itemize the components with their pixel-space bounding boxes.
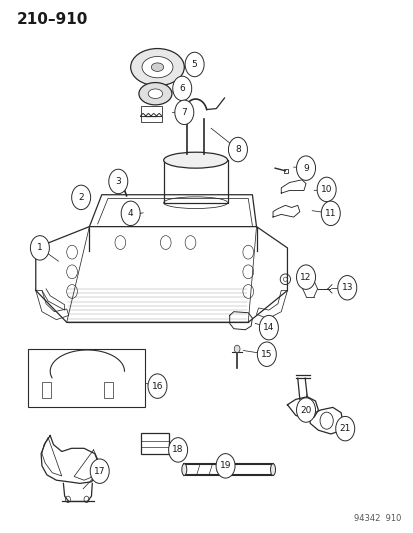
Circle shape [71, 185, 90, 209]
Circle shape [234, 345, 240, 353]
Circle shape [30, 236, 49, 260]
Ellipse shape [139, 83, 171, 105]
Text: 2: 2 [78, 193, 84, 202]
Ellipse shape [76, 197, 85, 203]
Text: 11: 11 [324, 209, 336, 218]
Text: 12: 12 [299, 273, 311, 281]
Circle shape [228, 138, 247, 162]
Circle shape [335, 416, 354, 441]
Circle shape [320, 201, 339, 225]
Circle shape [174, 100, 193, 125]
Text: 14: 14 [263, 323, 274, 332]
Circle shape [296, 156, 315, 180]
Circle shape [296, 265, 315, 289]
Text: 20: 20 [299, 406, 311, 415]
Text: 18: 18 [172, 446, 183, 455]
Circle shape [316, 177, 335, 201]
Circle shape [90, 459, 109, 483]
Text: 16: 16 [152, 382, 163, 391]
Text: 10: 10 [320, 185, 332, 194]
Text: 19: 19 [219, 462, 231, 470]
Ellipse shape [148, 89, 162, 99]
Ellipse shape [76, 191, 85, 196]
Circle shape [185, 52, 204, 77]
Text: 4: 4 [128, 209, 133, 218]
Text: 3: 3 [115, 177, 121, 186]
Text: 5: 5 [191, 60, 197, 69]
Circle shape [172, 76, 191, 101]
Ellipse shape [151, 63, 163, 71]
Circle shape [168, 438, 187, 462]
Circle shape [147, 374, 166, 398]
Circle shape [319, 412, 332, 429]
Circle shape [121, 201, 140, 225]
Ellipse shape [181, 464, 186, 475]
Text: 15: 15 [261, 350, 272, 359]
Text: 9: 9 [302, 164, 308, 173]
Circle shape [296, 398, 315, 422]
Text: 1: 1 [37, 244, 43, 253]
Circle shape [216, 454, 235, 478]
Circle shape [109, 169, 128, 193]
Ellipse shape [131, 49, 184, 86]
Text: 210–910: 210–910 [17, 12, 88, 27]
Ellipse shape [121, 181, 127, 184]
Text: 6: 6 [179, 84, 185, 93]
Text: 7: 7 [181, 108, 187, 117]
Text: 94342  910: 94342 910 [353, 514, 400, 523]
Text: 21: 21 [339, 424, 350, 433]
Circle shape [257, 342, 275, 367]
Circle shape [259, 316, 278, 340]
Text: 8: 8 [235, 145, 240, 154]
Circle shape [337, 276, 356, 300]
Text: 13: 13 [341, 283, 352, 292]
Ellipse shape [142, 56, 173, 78]
Ellipse shape [270, 464, 275, 475]
Text: 17: 17 [94, 467, 105, 475]
Ellipse shape [163, 152, 227, 168]
